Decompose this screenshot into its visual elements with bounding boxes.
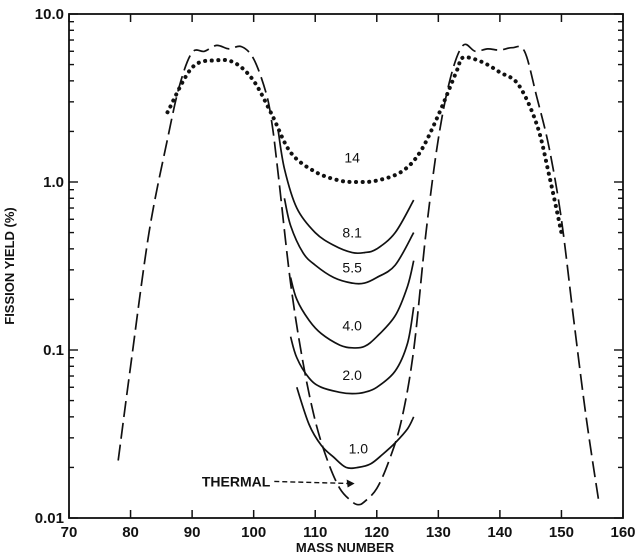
x-tick-label: 140: [487, 524, 512, 541]
series-line-1-0: [295, 387, 415, 470]
x-tick-label: 130: [426, 524, 451, 541]
series-label-1-0: 1.0: [349, 440, 369, 456]
series-label-14: 14: [344, 149, 360, 165]
plot-frame: [68, 13, 624, 519]
x-tick-labels: 70 80 90 100 110 120 130 140 150 160: [61, 524, 636, 541]
x-axis-title: MASS NUMBER: [296, 540, 395, 555]
series-label-2-0: 2.0: [342, 367, 362, 383]
x-tick-label: 120: [364, 524, 389, 541]
x-tick-label: 90: [184, 524, 201, 541]
y-tick-label: 0.01: [35, 510, 64, 527]
series-line-5-5: [283, 198, 415, 285]
x-tick-label: 160: [610, 524, 635, 541]
series-label-5-5: 5.5: [342, 259, 362, 275]
series-label-4-0: 4.0: [342, 317, 362, 333]
series-line-14: [165, 55, 564, 235]
x-tick-label: 110: [303, 524, 327, 541]
series-line-4-0: [289, 260, 415, 349]
y-tick-label: 10.0: [35, 6, 64, 23]
y-tick-label: 1.0: [43, 174, 64, 191]
series-label-8-1: 8.1: [342, 225, 362, 241]
x-tick-label: 70: [61, 524, 78, 541]
thermal-pointer-arrow: [274, 480, 349, 485]
curve-labels: 14 8.1 5.5 4.0 2.0 1.0 THERMAL: [202, 149, 368, 489]
y-tick-labels: 0.01 0.1 1.0 10.0: [35, 6, 64, 527]
x-tick-label: 150: [549, 524, 574, 541]
x-tick-label: 100: [241, 524, 266, 541]
y-axis-title: FISSION YIELD (%): [2, 207, 17, 325]
series-line-8-1: [277, 131, 415, 255]
series-label-thermal: THERMAL: [202, 473, 271, 489]
x-tick-label: 80: [122, 524, 139, 541]
series-line-thermal: [117, 43, 600, 506]
thermal-pointer-arrowhead: [346, 479, 355, 488]
series-layer: [117, 43, 600, 506]
axis-ticks: [68, 13, 624, 519]
y-tick-label: 0.1: [43, 342, 64, 359]
